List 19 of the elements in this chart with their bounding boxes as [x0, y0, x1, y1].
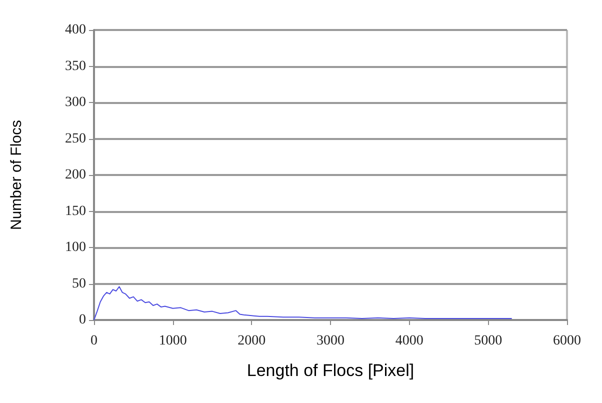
x-tick-label: 4000 — [395, 334, 424, 348]
x-tick-label: 2000 — [238, 334, 266, 348]
x-tick-label: 3000 — [316, 334, 344, 348]
y-tick-label: 150 — [65, 204, 86, 219]
y-tick-label: 350 — [65, 58, 86, 74]
x-tick-label: 5000 — [474, 334, 502, 348]
x-tick-label: 6000 — [553, 334, 581, 348]
y-tick-label: 200 — [65, 168, 86, 182]
y-tick-label: 250 — [65, 131, 86, 146]
x-axis-title: Length of Flocs [Pixel] — [246, 361, 414, 380]
y-tick-label: 100 — [65, 240, 86, 255]
y-tick-label: 300 — [65, 95, 86, 110]
line-series — [94, 286, 512, 320]
x-tick-label: 0 — [90, 334, 98, 348]
y-tick-label: 0 — [79, 312, 86, 328]
x-tick-label: 1000 — [158, 334, 187, 348]
y-axis-title: Number of Flocs — [8, 120, 25, 230]
y-tick-label: 400 — [65, 22, 86, 38]
y-tick-label: 50 — [72, 276, 86, 292]
